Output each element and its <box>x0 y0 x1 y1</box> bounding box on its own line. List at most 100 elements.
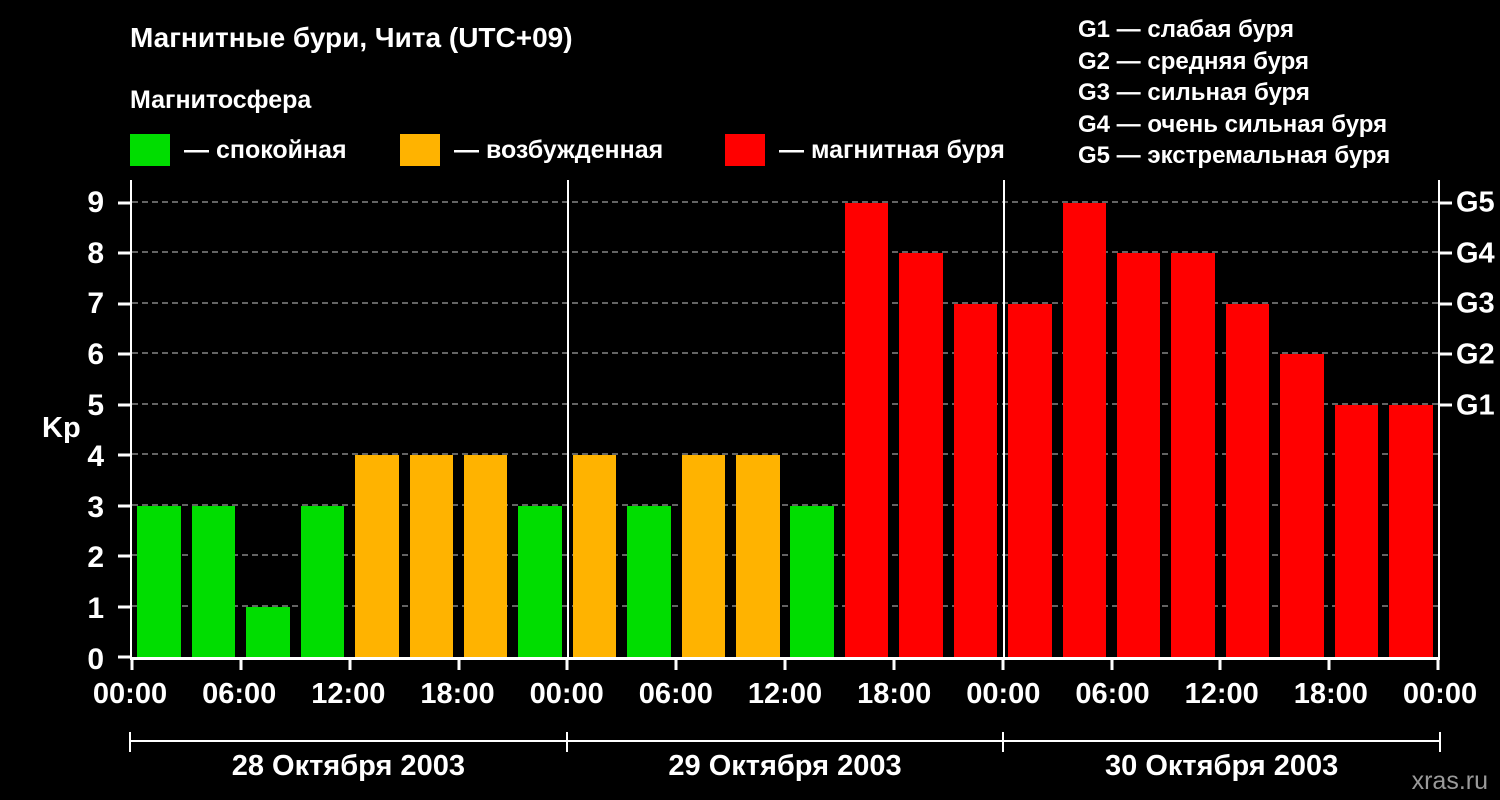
kp-bar <box>463 455 508 657</box>
chart-title: Магнитные бури, Чита (UTC+09) <box>130 22 573 53</box>
x-axis-tick <box>239 660 243 670</box>
g-axis-tick <box>1440 251 1452 255</box>
x-tick-label: 00:00 <box>1402 678 1478 710</box>
kp-bar <box>137 505 181 657</box>
y-axis-tick <box>118 554 130 558</box>
gridline <box>132 503 1438 506</box>
date-boundary-tick <box>129 732 131 752</box>
day-separator-line <box>567 180 570 657</box>
date-boundary-tick <box>1002 732 1005 752</box>
kp-bar <box>409 455 454 657</box>
kp-bar <box>899 253 943 657</box>
gridline <box>132 453 1438 456</box>
kp-bar <box>355 455 399 657</box>
storm-color-swatch <box>725 134 765 166</box>
x-axis-tick <box>565 660 569 670</box>
gridline <box>132 200 1438 203</box>
date-boundary-tick <box>1439 732 1441 752</box>
x-tick-label: 00:00 <box>529 678 604 710</box>
g-axis-tick <box>1440 302 1452 306</box>
legend-item-storm: — магнитная буря <box>725 133 1005 167</box>
y-tick-label: 7 <box>87 287 104 321</box>
kp-bar <box>1280 354 1324 657</box>
gridline <box>132 604 1438 607</box>
y-tick-label: 3 <box>87 490 104 524</box>
kp-bar <box>627 505 671 657</box>
y-tick-label: 5 <box>87 389 104 423</box>
x-axis-tick <box>1001 660 1005 670</box>
legend-item-excited: — возбужденная <box>400 133 663 167</box>
date-axis: 28 Октября 2003 29 Октября 2003 30 Октября… <box>129 732 1441 800</box>
x-axis-tick <box>348 660 352 670</box>
x-tick-label: 18:00 <box>420 678 495 710</box>
watermark: xras.ru <box>1411 767 1488 795</box>
x-tick-label: 00:00 <box>92 678 168 710</box>
date-label: 30 Октября 2003 <box>1105 750 1339 782</box>
y-tick-label: 1 <box>87 592 104 626</box>
y-tick-label: 6 <box>87 338 104 372</box>
x-tick-label: 06:00 <box>638 678 713 710</box>
g-level-label: G3 <box>1456 287 1495 320</box>
y-axis-tick <box>118 504 130 508</box>
storm-scale-item: G5 — экстремальная буря <box>1078 142 1391 169</box>
kp-bar <box>1116 253 1161 657</box>
kp-bar <box>1008 303 1052 657</box>
y-axis-tick <box>118 605 130 609</box>
legend-item-quiet: — спокойная <box>130 133 347 167</box>
y-tick-label: 4 <box>87 439 104 473</box>
x-tick-label: 00:00 <box>966 678 1041 710</box>
x-tick-label: 18:00 <box>1293 678 1368 710</box>
kp-bar <box>246 606 290 657</box>
gridline <box>132 554 1438 557</box>
y-tick-label: 0 <box>87 643 104 676</box>
kp-bar <box>1062 202 1107 657</box>
legend-label-quiet: — спокойная <box>184 135 347 164</box>
y-axis-tick <box>118 201 130 205</box>
y-tick-label: 2 <box>87 541 104 575</box>
y-axis-tick <box>118 302 130 306</box>
x-axis-labels: 00:00 06:00 12:00 18:00 00:00 06:00 12:00 18:00… <box>93 678 1477 714</box>
legend-label-storm: — магнитная буря <box>779 135 1005 164</box>
g-level-label: G1 <box>1456 389 1495 422</box>
g-level-label: G2 <box>1456 338 1495 371</box>
x-tick-label: 06:00 <box>202 678 277 710</box>
y-axis-tick <box>118 403 130 407</box>
y-tick-label: 8 <box>87 236 104 270</box>
x-axis-tick <box>1327 660 1331 670</box>
kp-bar <box>1225 303 1270 657</box>
kp-bar <box>1171 253 1215 657</box>
y-axis-tick <box>118 655 130 659</box>
quiet-color-swatch <box>130 134 170 166</box>
kp-bar <box>191 505 236 657</box>
date-label: 28 Октября 2003 <box>231 750 465 782</box>
x-axis-tick <box>783 660 787 670</box>
date-boundary-tick <box>565 732 568 752</box>
x-axis-tick <box>457 660 460 670</box>
kp-bar <box>518 505 562 657</box>
date-label: 29 Октября 2003 <box>668 750 902 782</box>
kp-bar <box>790 505 834 657</box>
storm-scale-item: G3 — сильная буря <box>1078 79 1310 106</box>
kp-bar <box>1334 404 1379 657</box>
kp-bar <box>300 505 345 657</box>
storm-scale-item: G2 — средняя буря <box>1078 47 1309 75</box>
x-tick-label: 12:00 <box>311 678 386 710</box>
g-axis-tick <box>1440 352 1452 356</box>
plot-area <box>118 180 1452 670</box>
kp-bar <box>844 202 889 657</box>
gridline <box>132 251 1438 254</box>
g-axis-tick <box>1440 201 1452 205</box>
x-axis-tick <box>1110 660 1113 670</box>
x-axis-tick <box>1218 660 1222 670</box>
legend-label-excited: — возбужденная <box>454 135 664 164</box>
x-axis-tick <box>1436 660 1440 670</box>
y-axis-tick <box>118 352 130 356</box>
x-axis-tick <box>674 660 678 670</box>
x-tick-label: 12:00 <box>1184 678 1259 710</box>
g-level-label: G4 <box>1456 237 1495 270</box>
x-axis-tick <box>892 660 896 670</box>
x-axis-tick <box>130 660 134 670</box>
y-axis-tick <box>118 453 130 457</box>
y-axis-labels: 0 1 2 3 4 5 6 7 8 9 <box>52 180 116 674</box>
g-scale-axis-labels: G5 G4 G3 G2 G1 <box>1456 180 1500 660</box>
